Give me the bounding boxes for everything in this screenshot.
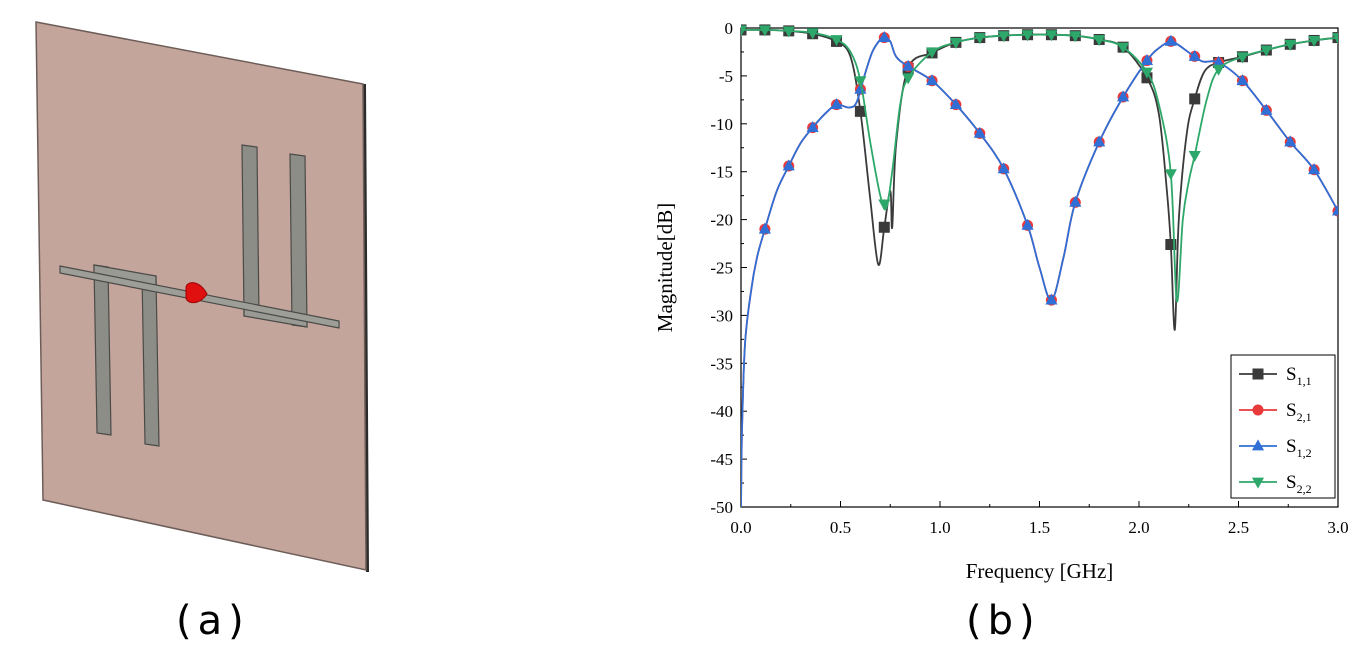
legend-item-S12: S1,2 [1239,436,1312,460]
data-point-S11 [1189,93,1201,105]
data-point-S11 [878,221,890,233]
legend-label-S12: S1,2 [1286,436,1312,460]
data-point-S22 [1260,45,1273,57]
data-point-S12 [1021,218,1034,230]
data-point-S22 [1140,67,1154,79]
port-excitation-marker [185,282,208,304]
data-point-S22 [1236,52,1249,64]
data-point-S22 [1284,39,1297,51]
data-point-S22 [782,26,795,38]
data-point-S12 [1284,135,1297,147]
data-point-S12 [782,159,795,171]
data-point-S12 [1093,135,1106,147]
data-point-S22 [741,25,748,37]
data-point-S22 [1045,30,1058,42]
legend-item-S22: S2,2 [1239,472,1312,496]
data-point-S12 [1188,49,1201,61]
data-point-S22 [1093,35,1106,47]
data-point-S12 [1260,103,1273,115]
data-point-S11 [854,105,866,117]
y-tick-label: -10 [710,115,733,134]
data-point-S12 [1308,163,1321,175]
data-point-S12 [878,30,891,42]
data-point-S12 [1117,90,1130,102]
legend: S1,1 S2,1 S1,2 S2,2 [1230,354,1336,499]
data-point-S22 [1069,31,1082,43]
data-point-S12 [973,126,986,138]
series-line-S11 [741,28,1338,331]
data-point-S12 [949,98,962,110]
data-point-S22 [806,28,819,40]
series-line-S22 [741,28,1338,303]
legend-marker-S11 [1252,368,1264,380]
x-tick-label: 1.5 [1029,518,1050,537]
data-point-S12 [1069,195,1082,207]
data-point-S12 [854,82,867,94]
data-point-S12 [758,222,771,234]
antenna-model-illustration [35,21,369,572]
data-point-S12 [997,162,1010,174]
x-axis-title: Frequency [GHz] [966,559,1114,583]
legend-label-S21: S2,1 [1286,400,1312,424]
y-axis-title: Magnitude[dB] [653,203,677,332]
data-point-S12 [830,98,843,110]
data-point-S22 [1117,42,1130,54]
x-tick-label: 1.0 [929,518,950,537]
y-tick-label: -50 [710,498,733,517]
y-tick-label: -30 [710,306,733,325]
y-tick-label: -15 [710,163,733,182]
data-point-S22 [1331,33,1338,45]
series-S11 [741,24,1338,331]
x-tick-label: 3.0 [1327,518,1348,537]
y-tick-label: -40 [710,402,733,421]
data-point-S22 [1188,151,1201,163]
y-tick-label: -35 [710,354,733,373]
y-tick-label: 0 [725,19,734,38]
x-tick-label: 0.0 [730,518,751,537]
data-point-S22 [949,37,962,49]
data-point-S22 [997,31,1010,43]
data-point-S22 [758,25,771,37]
legend-marker-S12 [1251,439,1265,451]
data-point-S22 [902,73,915,85]
caption-a: (a) [176,598,250,644]
data-point-S12 [1212,55,1225,67]
y-tick-label: -25 [710,259,733,278]
data-point-S22 [1212,64,1225,76]
data-point-S12 [1140,53,1154,65]
y-tick-label: -20 [710,211,733,230]
legend-marker-S22 [1251,477,1265,489]
data-point-S22 [830,35,843,47]
data-point-S11 [1165,239,1177,251]
data-point-S22 [878,199,891,211]
data-point-S12 [902,59,915,71]
y-tick-label: -5 [719,67,733,86]
series-S12 [741,30,1338,507]
data-point-S22 [925,47,939,59]
data-point-S12 [925,74,939,86]
data-point-S22 [973,33,986,45]
x-tick-label: 2.5 [1228,518,1249,537]
data-point-S12 [806,121,819,133]
x-tick-label: 2.0 [1128,518,1149,537]
s-parameter-chart: 0.0 0.5 1.0 1.5 2.0 2.5 3.0 0 -5 -10 -15 -20 -25 -30 -… [653,19,1349,583]
y-tick-label: -45 [710,450,733,469]
legend-marker-S21 [1252,404,1264,416]
data-point-S12 [1236,74,1249,86]
data-point-S12 [1045,293,1058,305]
data-point-S22 [1308,36,1321,48]
data-point-S12 [1331,204,1338,216]
data-point-S22 [1021,30,1034,42]
legend-item-S11: S1,1 [1239,364,1312,388]
data-point-S22 [1164,169,1177,181]
data-point-S22 [854,76,867,88]
legend-label-S11: S1,1 [1286,364,1312,388]
data-point-S12 [1164,34,1177,46]
caption-b: (b) [966,598,1041,644]
legend-box [1230,354,1336,499]
series-S22 [741,25,1338,303]
legend-item-S21: S2,1 [1239,400,1312,424]
x-tick-label: 0.5 [830,518,851,537]
legend-label-S22: S2,2 [1286,472,1312,496]
